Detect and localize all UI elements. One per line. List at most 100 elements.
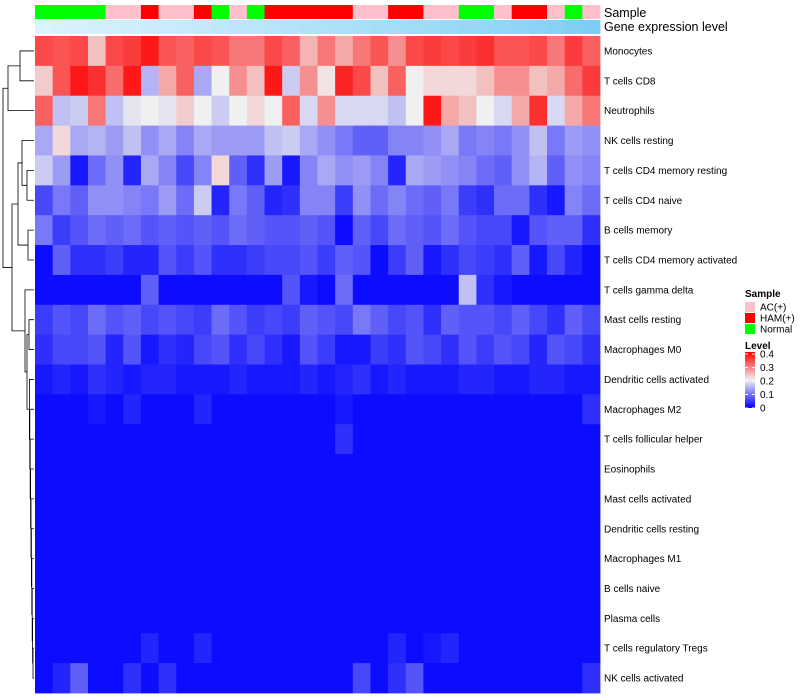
heatmap-cell bbox=[140, 424, 159, 455]
heatmap-cell bbox=[52, 424, 71, 455]
heatmap-cell bbox=[423, 304, 442, 336]
heatmap-cell bbox=[405, 633, 424, 664]
heatmap-cell bbox=[158, 573, 177, 604]
heatmap-cell bbox=[264, 125, 283, 156]
expression-cell bbox=[405, 20, 424, 34]
heatmap-cell bbox=[70, 334, 89, 365]
heatmap-cell bbox=[564, 185, 583, 216]
heatmap-cell bbox=[282, 543, 301, 574]
heatmap-cell bbox=[264, 185, 283, 216]
legend-level-title: Level bbox=[745, 341, 771, 352]
heatmap-cell bbox=[158, 603, 177, 634]
expression-cell bbox=[299, 20, 318, 34]
heatmap-cell bbox=[511, 424, 530, 455]
heatmap-cell bbox=[547, 125, 566, 156]
heatmap-cell bbox=[246, 424, 265, 455]
heatmap-cell bbox=[87, 454, 107, 485]
heatmap-cell bbox=[193, 274, 212, 306]
heatmap-cell bbox=[35, 543, 54, 574]
heatmap-cell bbox=[140, 304, 159, 336]
heatmap-cell bbox=[140, 36, 159, 67]
heatmap-cell bbox=[547, 603, 566, 634]
heatmap-cell bbox=[547, 633, 566, 664]
heatmap-cell bbox=[140, 185, 159, 216]
heatmap-cell bbox=[35, 215, 54, 246]
heatmap-cell bbox=[158, 274, 177, 306]
sample-cell bbox=[70, 5, 89, 19]
heatmap-cell bbox=[547, 394, 566, 425]
heatmap-cell bbox=[388, 454, 407, 485]
heatmap-cell bbox=[370, 125, 389, 156]
heatmap-cell bbox=[282, 155, 301, 186]
expression-cell bbox=[547, 20, 566, 34]
heatmap-cell bbox=[529, 245, 548, 276]
heatmap-cell bbox=[246, 633, 265, 664]
heatmap-cell bbox=[476, 424, 495, 455]
heatmap-cell bbox=[52, 573, 71, 604]
heatmap-cell bbox=[211, 364, 230, 395]
heatmap-cell bbox=[229, 185, 248, 216]
heatmap-cell bbox=[494, 424, 513, 455]
row-label: Dendritic cells activated bbox=[604, 375, 709, 386]
heatmap-cell bbox=[176, 215, 195, 246]
heatmap-cell bbox=[547, 245, 566, 276]
heatmap-cell bbox=[441, 155, 460, 186]
heatmap-cell bbox=[511, 663, 530, 694]
heatmap-cell bbox=[582, 633, 601, 664]
heatmap-cells bbox=[35, 36, 601, 694]
heatmap-cell bbox=[511, 95, 530, 126]
heatmap-cell bbox=[370, 304, 389, 336]
heatmap-cell bbox=[211, 663, 230, 694]
heatmap-cell bbox=[370, 36, 389, 67]
heatmap-cell bbox=[70, 155, 89, 186]
heatmap-cell bbox=[423, 663, 442, 694]
heatmap-cell bbox=[582, 36, 601, 67]
heatmap-cell bbox=[441, 424, 460, 455]
heatmap-cell bbox=[52, 125, 71, 156]
heatmap-cell bbox=[123, 483, 142, 515]
heatmap-cell bbox=[529, 454, 548, 485]
heatmap-cell bbox=[176, 155, 195, 186]
heatmap-cell bbox=[335, 304, 354, 336]
heatmap-cell bbox=[494, 334, 513, 365]
heatmap-cell bbox=[441, 65, 460, 97]
heatmap-cell bbox=[70, 245, 89, 276]
heatmap-cell bbox=[282, 573, 301, 604]
heatmap-cell bbox=[335, 364, 354, 395]
heatmap-cell bbox=[158, 334, 177, 365]
heatmap-cell bbox=[564, 483, 583, 515]
heatmap-cell bbox=[123, 185, 142, 216]
heatmap-cell bbox=[423, 65, 442, 97]
heatmap-cell bbox=[123, 215, 142, 246]
heatmap-cell bbox=[52, 454, 71, 485]
heatmap-cell bbox=[423, 483, 442, 515]
heatmap-cell bbox=[405, 245, 424, 276]
heatmap-cell bbox=[211, 125, 230, 156]
heatmap-cell bbox=[529, 543, 548, 574]
heatmap-cell bbox=[405, 394, 424, 425]
heatmap-cell bbox=[423, 364, 442, 395]
heatmap-cell bbox=[476, 513, 495, 545]
dendrogram-branch bbox=[11, 203, 25, 332]
heatmap-cell bbox=[35, 513, 54, 545]
heatmap-cell bbox=[352, 364, 371, 395]
heatmap-cell bbox=[370, 65, 389, 97]
row-dendrogram bbox=[2, 50, 34, 679]
heatmap-cell bbox=[193, 36, 212, 67]
heatmap-cell bbox=[158, 513, 177, 545]
heatmap-cell bbox=[105, 125, 124, 156]
heatmap-cell bbox=[246, 274, 265, 306]
heatmap-cell bbox=[352, 125, 371, 156]
heatmap-cell bbox=[511, 513, 530, 545]
heatmap-cell bbox=[335, 36, 354, 67]
heatmap-cell bbox=[158, 215, 177, 246]
heatmap-cell bbox=[388, 65, 407, 97]
heatmap-cell bbox=[441, 245, 460, 276]
heatmap-cell bbox=[246, 483, 265, 515]
dendrogram-branch bbox=[7, 65, 34, 112]
heatmap-cell bbox=[582, 185, 601, 216]
row-label: T cells regulatory Tregs bbox=[604, 644, 708, 655]
row-label: B cells memory bbox=[604, 226, 672, 237]
heatmap-cell bbox=[476, 543, 495, 574]
heatmap-cell bbox=[441, 603, 460, 634]
